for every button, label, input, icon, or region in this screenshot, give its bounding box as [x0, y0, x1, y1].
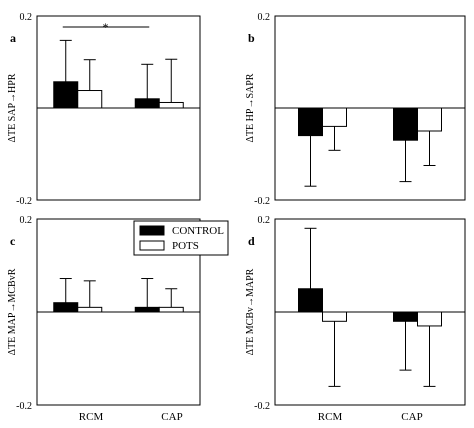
y-axis-label: ΔTE HP→SAPR — [245, 73, 256, 142]
panel-b: 0.2 -0.2 b ΔTE HP→SAPR — [245, 12, 466, 207]
bar-control-rcm — [298, 107, 323, 137]
bar-control-cap — [393, 311, 418, 322]
y-axis-label: ΔTE MCBv→MAPR — [245, 268, 256, 355]
panel-letter: b — [248, 31, 255, 45]
bar-control-cap — [393, 107, 418, 141]
x-category-rcm-left: RCM — [79, 411, 104, 423]
bar-control-rcm — [53, 81, 79, 109]
y-tick-label: 0.2 — [20, 12, 33, 23]
bar-pots-cap — [158, 101, 184, 109]
bar-pots-rcm — [322, 311, 347, 322]
bar-control-rcm — [298, 288, 323, 313]
bar-pots-cap — [417, 107, 442, 132]
panel-letter: c — [10, 234, 16, 248]
panel-c: 0.2 -0.2 c ΔTE MAP→MCBvR — [7, 215, 201, 412]
y-axis-label: ΔTE SAP→HPR — [7, 73, 18, 142]
y-tick-label: 0.2 — [20, 215, 33, 226]
x-category-cap-right: CAP — [401, 411, 422, 423]
panel-d: 0.2 -0.2 d ΔTE MCBv→MAPR — [245, 215, 466, 412]
bar-control-cap — [134, 306, 160, 313]
panel-letter: a — [10, 31, 16, 45]
bar-pots-rcm — [322, 107, 347, 127]
y-tick-label: -0.2 — [254, 196, 270, 207]
legend-swatch-control — [139, 225, 165, 236]
bar-pots-cap — [417, 311, 442, 327]
x-category-cap-left: CAP — [161, 411, 182, 423]
bar-control-cap — [134, 98, 160, 109]
bar-pots-rcm — [77, 90, 103, 109]
y-axis-label: ΔTE MAP→MCBvR — [7, 268, 18, 355]
panel-letter: d — [248, 234, 255, 248]
y-tick-label: -0.2 — [16, 401, 32, 412]
legend-label-control: CONTROL — [172, 225, 224, 237]
y-tick-label: -0.2 — [16, 196, 32, 207]
legend-swatch-pots — [139, 240, 165, 251]
y-tick-label: 0.2 — [258, 215, 271, 226]
bar-control-rcm — [53, 302, 79, 313]
bar-pots-rcm — [77, 306, 103, 313]
x-category-rcm-right: RCM — [318, 411, 343, 423]
legend-label-pots: POTS — [172, 240, 199, 252]
legend: CONTROL POTS — [133, 220, 229, 256]
significance-star: * — [103, 20, 109, 34]
y-tick-label: -0.2 — [254, 401, 270, 412]
y-tick-label: 0.2 — [258, 12, 271, 23]
panel-a: 0.2 -0.2 a ΔTE SAP→HPR * — [7, 12, 201, 207]
bar-pots-cap — [158, 306, 184, 313]
